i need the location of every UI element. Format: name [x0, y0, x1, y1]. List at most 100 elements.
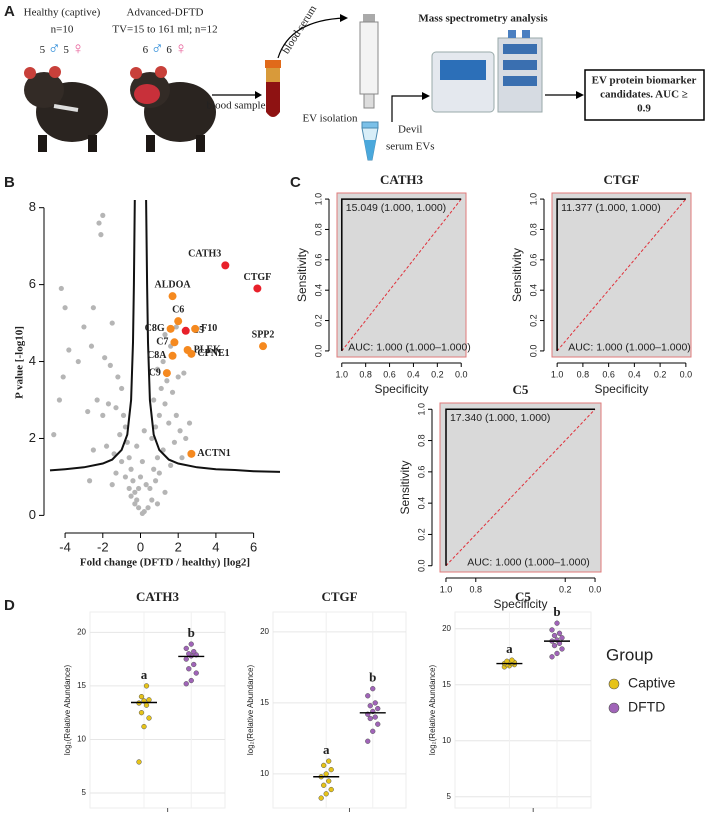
- highlight-point: [174, 317, 183, 326]
- y-tick-label: 8: [29, 199, 36, 214]
- point: [109, 482, 115, 488]
- dot: [372, 714, 378, 720]
- point: [124, 439, 130, 445]
- significance-letter: a: [506, 641, 513, 656]
- dot-plot: 5 10 15 20 CATH3 log₂(Relative Abundance) a b: [63, 589, 226, 812]
- point-label: C9: [149, 367, 161, 378]
- point: [156, 470, 162, 476]
- step-label: serum EVs: [386, 141, 435, 153]
- dot: [188, 677, 194, 684]
- highlight-point: [187, 349, 196, 358]
- dot: [146, 697, 152, 703]
- point: [107, 362, 113, 368]
- y-tick-label: 10: [77, 735, 86, 744]
- point: [162, 332, 168, 338]
- chart-title: CATH3: [136, 589, 180, 604]
- point: [136, 505, 142, 511]
- reference-line: [556, 198, 687, 352]
- highlight-point: [187, 449, 196, 458]
- y-tick-label: 1.0: [313, 193, 323, 206]
- result-box: [584, 69, 705, 121]
- point: [90, 447, 96, 453]
- x-tick-label: 6: [250, 539, 257, 554]
- dot: [370, 728, 376, 734]
- y-tick-label: 0.6: [313, 254, 323, 267]
- y-tick-label: 0.0: [416, 559, 426, 572]
- legend-label: Captive: [628, 675, 676, 691]
- y-tick-label: 0.4: [528, 284, 538, 297]
- y-axis-title: log₂(Relative Abundance): [63, 665, 72, 756]
- point: [132, 489, 138, 495]
- dot: [183, 681, 189, 687]
- x-tick-label: 1.0: [551, 369, 564, 379]
- dot: [323, 771, 329, 777]
- highlight-point: [170, 338, 179, 347]
- x-tick-label: 0.0: [455, 369, 468, 379]
- y-tick-label: 10: [442, 736, 451, 745]
- x-axis-title: Specificity: [374, 382, 428, 396]
- x-axis-title: Fold change (DFTD / healthy) [log2]: [80, 557, 250, 569]
- dot: [372, 700, 378, 706]
- point: [109, 320, 115, 326]
- point: [147, 485, 153, 492]
- point: [149, 497, 155, 503]
- point: [173, 324, 179, 330]
- point: [173, 412, 179, 418]
- threshold-label: 11.377 (1.000, 1.000): [561, 202, 661, 214]
- dot: [559, 646, 565, 652]
- dot: [143, 683, 150, 689]
- roc-curve: [556, 198, 686, 351]
- highlight-point: [181, 326, 190, 335]
- point-label: SPP2: [252, 329, 275, 340]
- x-tick-label: 0.4: [628, 369, 641, 379]
- significance-letter: b: [553, 604, 560, 619]
- mass-spectrometer: [431, 30, 543, 113]
- y-tick-label: 0.6: [416, 466, 426, 479]
- ev-column: [359, 14, 379, 109]
- y-axis-title: P value [-log10]: [14, 326, 26, 399]
- panel-label: D: [4, 597, 15, 614]
- y-tick-label: 1.0: [528, 193, 538, 206]
- point: [51, 432, 57, 438]
- threshold-label: 17.340 (1.000, 1.000): [450, 412, 550, 424]
- point-label: C6: [172, 304, 184, 315]
- legend-marker: [608, 702, 620, 714]
- dot: [193, 670, 199, 676]
- dot: [191, 661, 197, 668]
- step-label: blood serum: [280, 3, 319, 56]
- male-count: 5: [40, 44, 46, 56]
- highlight-point: [221, 261, 230, 270]
- y-tick-label: 6: [29, 276, 36, 291]
- dot: [326, 758, 332, 764]
- point: [158, 385, 164, 392]
- legend-title: Group: [606, 645, 653, 664]
- point-label: ALDOA: [154, 279, 191, 290]
- y-tick-label: 4: [29, 353, 36, 368]
- point: [143, 482, 149, 488]
- highlight-point: [253, 284, 262, 293]
- point: [103, 443, 110, 449]
- point: [100, 412, 106, 418]
- x-tick-label: -4: [59, 539, 71, 554]
- point: [183, 435, 189, 442]
- dot: [191, 648, 197, 655]
- dot: [138, 693, 145, 700]
- plot-background: [551, 192, 692, 358]
- x-tick-label: 0.2: [559, 584, 572, 594]
- dot: [370, 686, 376, 692]
- y-tick-label: 15: [442, 680, 451, 689]
- threshold-curve: [49, 199, 136, 472]
- dot: [318, 795, 324, 801]
- female-count: 5: [63, 44, 69, 56]
- dot: [375, 705, 381, 712]
- roc-plot: CTGF 11.377 (1.000, 1.000) AUC: 1.000 (1.0…: [510, 172, 692, 396]
- y-tick-label: 0.2: [313, 314, 323, 327]
- dot: [188, 641, 194, 647]
- point: [86, 478, 93, 484]
- panel-label: A: [4, 3, 15, 20]
- dot: [551, 632, 558, 639]
- point: [90, 305, 96, 311]
- point: [154, 455, 161, 461]
- dot: [183, 656, 189, 662]
